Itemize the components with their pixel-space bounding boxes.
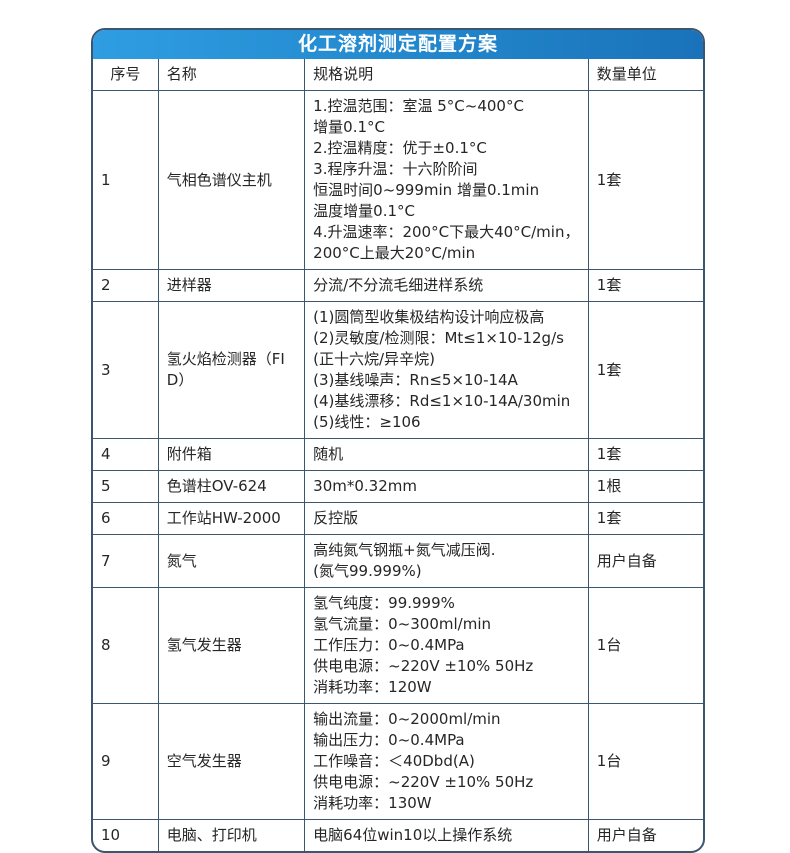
cell-quantity: 1套 xyxy=(587,438,703,471)
spec-line: 氢气流量：0~300ml/min xyxy=(313,615,492,633)
table-row: 1 气相色谱仪主机 1.控温范围：室温 5°C~400°C 增量0.1°C 2.控温… xyxy=(93,90,703,270)
spec-line: 4.升温速率：200°C下最大40°C/min， xyxy=(313,223,580,241)
spec-line: 供电电源：~220V ±10% 50Hz xyxy=(313,657,534,675)
spec-sheet-panel: 化工溶剂测定配置方案 序号 名称 规格说明 数量单位 1 气相色谱仪主机 1.控… xyxy=(91,28,705,853)
spec-line: 2.控温精度：优于±0.1°C xyxy=(313,139,487,157)
cell-spec: 分流/不分流毛细进样系统 xyxy=(304,269,589,302)
spec-line: (3)基线噪声：Rn≤5×10-14A xyxy=(313,371,518,389)
cell-spec: 反控版 xyxy=(304,502,589,535)
page-title: 化工溶剂测定配置方案 xyxy=(93,30,703,59)
cell-name: 电脑、打印机 xyxy=(157,819,306,851)
spec-line: 反控版 xyxy=(313,509,359,527)
cell-index: 10 xyxy=(93,819,159,851)
cell-quantity: 1根 xyxy=(587,470,703,503)
spec-line: 工作噪音：＜40Dbd(A) xyxy=(313,752,475,770)
cell-spec: 输出流量：0~2000ml/min 输出压力：0~0.4MPa 工作噪音：＜40Db… xyxy=(304,703,589,820)
cell-index: 9 xyxy=(93,703,159,820)
spec-line: (4)基线漂移：Rd≤1×10-14A/30min xyxy=(313,392,571,410)
cell-name: 氢火焰检测器（FID） xyxy=(157,301,306,439)
spec-line: (1)圆筒型收集极结构设计响应极高 xyxy=(313,308,545,326)
spec-line: 高纯氮气钢瓶+氮气减压阀. xyxy=(313,541,496,559)
spec-line: 消耗功率：130W xyxy=(313,794,432,812)
spec-line: 消耗功率：120W xyxy=(313,678,432,696)
cell-name: 工作站HW-2000 xyxy=(157,502,306,535)
spec-line: 氢气纯度：99.999% xyxy=(313,594,455,612)
cell-quantity: 用户自备 xyxy=(587,534,703,588)
header-cell-qty: 数量单位 xyxy=(587,59,703,91)
spec-line: 1.控温范围：室温 5°C~400°C xyxy=(313,97,524,115)
cell-name: 色谱柱OV-624 xyxy=(157,470,306,503)
cell-quantity: 1套 xyxy=(587,502,703,535)
cell-quantity: 1台 xyxy=(587,587,703,704)
cell-index: 1 xyxy=(93,90,159,270)
header-cell-spec: 规格说明 xyxy=(304,59,589,91)
table-row: 7 氮气 高纯氮气钢瓶+氮气减压阀. (氮气99.999%) 用户自备 xyxy=(93,534,703,588)
header-cell-name: 名称 xyxy=(157,59,306,91)
cell-quantity: 1套 xyxy=(587,90,703,270)
spec-line: (正十六烷/异辛烷) xyxy=(313,350,435,368)
spec-line: (2)灵敏度/检测限：Mt≤1×10-12g/s xyxy=(313,329,564,347)
cell-spec: 氢气纯度：99.999% 氢气流量：0~300ml/min 工作压力：0~0.4MP… xyxy=(304,587,589,704)
spec-line: 3.程序升温：十六阶阶间 xyxy=(313,160,478,178)
cell-name: 氮气 xyxy=(157,534,306,588)
spec-line: (氮气99.999%) xyxy=(313,562,422,580)
spec-table: 序号 名称 规格说明 数量单位 1 气相色谱仪主机 1.控温范围：室温 5°C~… xyxy=(93,59,703,851)
table-row: 10 电脑、打印机 电脑64位win10以上操作系统 用户自备 xyxy=(93,819,703,851)
cell-index: 7 xyxy=(93,534,159,588)
cell-quantity: 1台 xyxy=(587,703,703,820)
cell-name: 附件箱 xyxy=(157,438,306,471)
table-body: 1 气相色谱仪主机 1.控温范围：室温 5°C~400°C 增量0.1°C 2.控温… xyxy=(93,90,703,851)
cell-spec: 30m*0.32mm xyxy=(304,470,589,503)
table-header-row: 序号 名称 规格说明 数量单位 xyxy=(93,59,703,91)
spec-line: 工作压力：0~0.4MPa xyxy=(313,636,465,654)
table-row: 5 色谱柱OV-624 30m*0.32mm 1根 xyxy=(93,470,703,503)
spec-line: 供电电源：~220V ±10% 50Hz xyxy=(313,773,534,791)
cell-index: 5 xyxy=(93,470,159,503)
cell-spec: 高纯氮气钢瓶+氮气减压阀. (氮气99.999%) xyxy=(304,534,589,588)
table-row: 9 空气发生器 输出流量：0~2000ml/min 输出压力：0~0.4MPa 工作… xyxy=(93,703,703,820)
cell-spec: 1.控温范围：室温 5°C~400°C 增量0.1°C 2.控温精度：优于±0.1°… xyxy=(304,90,589,270)
cell-index: 8 xyxy=(93,587,159,704)
spec-line: 恒温时间0~999min 增量0.1min xyxy=(313,181,540,199)
cell-quantity: 1套 xyxy=(587,269,703,302)
spec-line: 30m*0.32mm xyxy=(313,477,417,495)
cell-name: 氢气发生器 xyxy=(157,587,306,704)
spec-line: 输出压力：0~0.4MPa xyxy=(313,731,465,749)
spec-line: (5)线性：≥106 xyxy=(313,413,421,431)
cell-index: 4 xyxy=(93,438,159,471)
cell-spec: (1)圆筒型收集极结构设计响应极高 (2)灵敏度/检测限：Mt≤1×10-12g/… xyxy=(304,301,589,439)
spec-line: 输出流量：0~2000ml/min xyxy=(313,710,501,728)
spec-line: 分流/不分流毛细进样系统 xyxy=(313,276,484,294)
header-cell-no: 序号 xyxy=(93,59,159,91)
cell-quantity: 1套 xyxy=(587,301,703,439)
spec-line: 随机 xyxy=(313,445,344,463)
table-row: 2 进样器 分流/不分流毛细进样系统 1套 xyxy=(93,269,703,302)
cell-index: 3 xyxy=(93,301,159,439)
table-row: 8 氢气发生器 氢气纯度：99.999% 氢气流量：0~300ml/min 工作压力… xyxy=(93,587,703,704)
spec-line: 增量0.1°C xyxy=(313,118,385,136)
cell-spec: 电脑64位win10以上操作系统 xyxy=(304,819,589,851)
table-row: 4 附件箱 随机 1套 xyxy=(93,438,703,471)
cell-name: 空气发生器 xyxy=(157,703,306,820)
cell-name: 气相色谱仪主机 xyxy=(157,90,306,270)
cell-spec: 随机 xyxy=(304,438,589,471)
table-row: 6 工作站HW-2000 反控版 1套 xyxy=(93,502,703,535)
cell-name: 进样器 xyxy=(157,269,306,302)
spec-line: 温度增量0.1°C xyxy=(313,202,415,220)
table-row: 3 氢火焰检测器（FID） (1)圆筒型收集极结构设计响应极高 (2)灵敏度/检测… xyxy=(93,301,703,439)
spec-line: 200°C上最大20°C/min xyxy=(313,244,476,262)
cell-index: 6 xyxy=(93,502,159,535)
cell-quantity: 用户自备 xyxy=(587,819,703,851)
spec-line: 电脑64位win10以上操作系统 xyxy=(313,826,513,844)
cell-index: 2 xyxy=(93,269,159,302)
